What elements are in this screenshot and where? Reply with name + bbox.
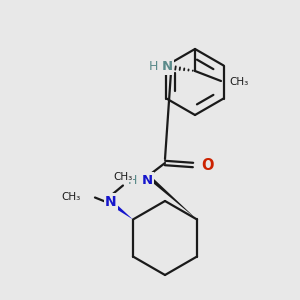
Text: CH₃: CH₃	[113, 172, 133, 182]
Polygon shape	[115, 205, 133, 220]
Text: O: O	[201, 158, 214, 172]
Text: H: H	[148, 61, 158, 74]
Text: N: N	[141, 173, 153, 187]
Text: CH₃: CH₃	[62, 193, 81, 202]
Text: H: H	[128, 173, 137, 187]
Text: CH₃: CH₃	[229, 77, 248, 87]
Text: N: N	[161, 61, 172, 74]
Polygon shape	[149, 176, 197, 220]
Text: N: N	[105, 194, 117, 208]
